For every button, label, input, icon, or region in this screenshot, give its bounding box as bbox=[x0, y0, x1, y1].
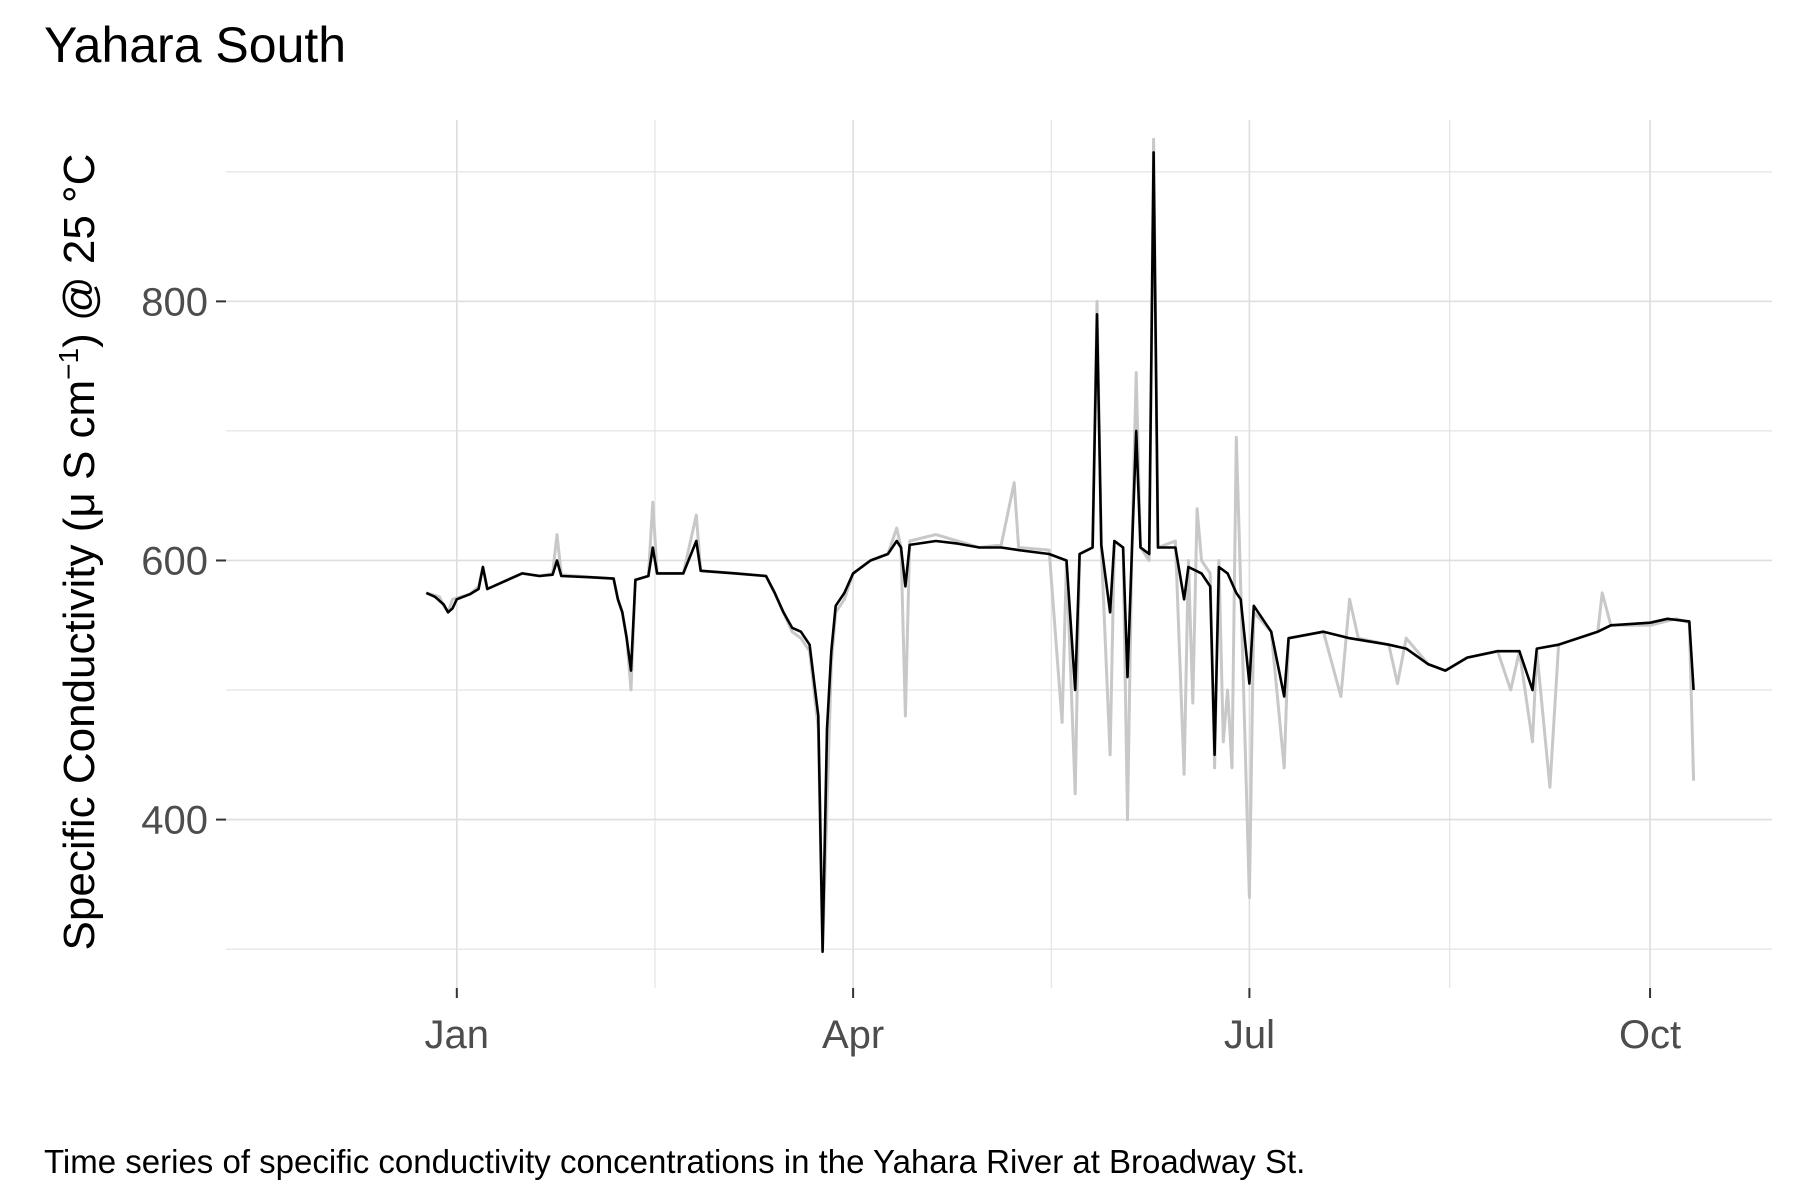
y-tick-label: 800 bbox=[141, 280, 208, 324]
y-tick-label: 400 bbox=[141, 799, 208, 843]
raw-series-line bbox=[425, 137, 1696, 951]
chart-title: Yahara South bbox=[44, 17, 347, 73]
figure-caption: Time series of specific conductivity con… bbox=[44, 1143, 1306, 1180]
x-tick-label: Jan bbox=[425, 1013, 490, 1057]
grid-lines bbox=[226, 120, 1772, 988]
main-series-layer bbox=[425, 151, 1695, 953]
y-tick-label: 600 bbox=[141, 539, 208, 583]
x-tick-label: Oct bbox=[1619, 1013, 1681, 1057]
main-series-line bbox=[425, 151, 1695, 953]
raw-series-layer bbox=[425, 137, 1696, 951]
y-axis-title: Specific Conductivity (μ S cm−1) @ 25 °C bbox=[53, 154, 104, 951]
x-tick-label: Apr bbox=[822, 1013, 884, 1057]
axes: Jan Apr Jul Oct 400 600 800 bbox=[141, 280, 1681, 1057]
x-tick-label: Jul bbox=[1224, 1013, 1275, 1057]
